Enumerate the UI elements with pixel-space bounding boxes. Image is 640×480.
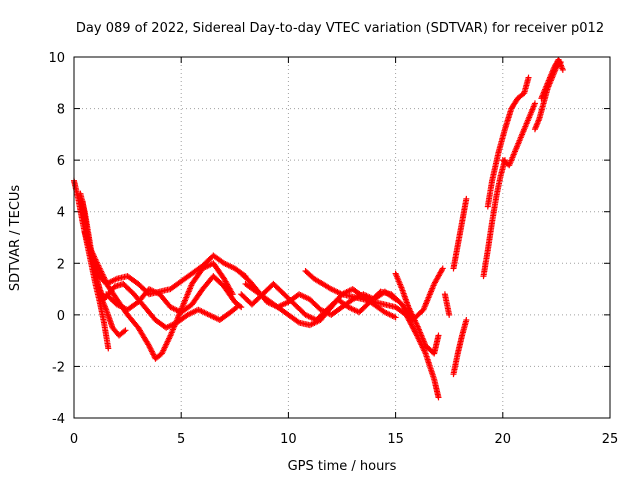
data-point [232, 305, 239, 312]
series-arc-8 [238, 265, 446, 324]
data-point [392, 314, 399, 321]
data-point [105, 345, 112, 352]
data-point [463, 195, 470, 202]
data-point [122, 327, 129, 334]
data-point [531, 100, 538, 107]
data-point [463, 317, 470, 324]
data-point [236, 303, 243, 310]
x-tick-label: 10 [280, 432, 297, 447]
data-point [435, 332, 442, 339]
data-point [559, 66, 566, 73]
series-arc-11 [392, 270, 442, 357]
y-tick-label: 6 [57, 154, 65, 169]
x-tick-label: 5 [177, 432, 185, 447]
x-tick-label: 0 [70, 432, 78, 447]
series-arc-18 [531, 59, 564, 133]
data-point [525, 74, 532, 81]
series-arc-14 [441, 291, 453, 318]
y-tick-label: 10 [48, 51, 65, 66]
x-axis-label: GPS time / hours [288, 459, 397, 474]
data-point [435, 394, 442, 401]
series-arc-4 [81, 229, 249, 298]
series-arc-6 [103, 273, 245, 316]
series-arc-5 [88, 247, 236, 362]
series-arc-16 [484, 74, 532, 210]
series-arc-19 [538, 56, 566, 102]
x-tick-label: 25 [602, 432, 619, 447]
grid [74, 57, 610, 418]
series-arc-15 [480, 157, 508, 280]
data-point [121, 328, 128, 335]
y-tick-label: 8 [57, 103, 65, 118]
data-marks [71, 56, 566, 401]
y-tick-label: -4 [52, 412, 65, 427]
data-point [439, 265, 446, 272]
series-arc-13 [450, 195, 470, 272]
y-axis-label: SDTVAR / TECUs [8, 185, 23, 292]
chart-title: Day 089 of 2022, Sidereal Day-to-day VTE… [76, 21, 604, 36]
series-arc-9 [242, 280, 399, 329]
y-tick-label: 2 [57, 257, 65, 272]
y-tick-label: -2 [52, 360, 65, 375]
data-point [446, 311, 453, 318]
series-arc-17 [499, 100, 538, 169]
data-point [238, 304, 245, 311]
data-point [294, 318, 301, 325]
x-tick-label: 20 [495, 432, 512, 447]
y-tick-label: 0 [57, 309, 65, 324]
plot-frame [73, 56, 611, 419]
series-arc-12 [450, 317, 470, 378]
y-tick-label: 4 [57, 206, 65, 221]
x-tick-label: 15 [387, 432, 404, 447]
